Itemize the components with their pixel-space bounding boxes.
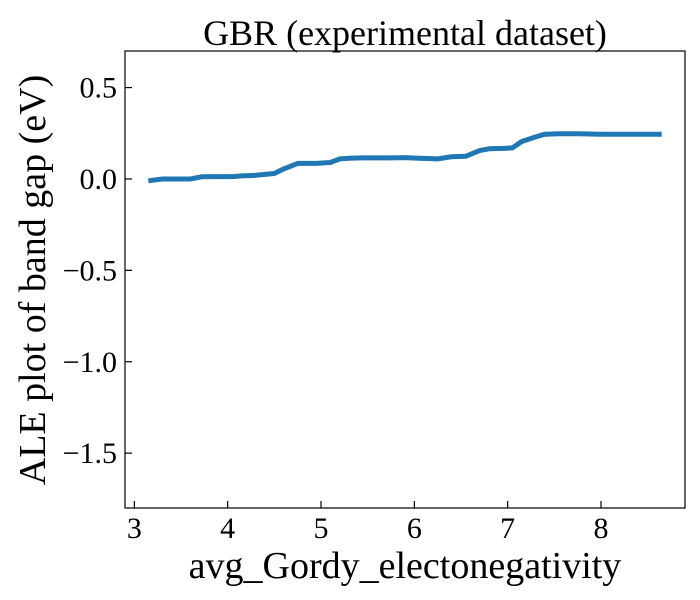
x-tick-label: 6 bbox=[407, 512, 422, 545]
series-line bbox=[147, 131, 662, 184]
x-axis-ticks: 3 4 5 6 7 8 bbox=[127, 501, 609, 545]
y-tick-label: 0.5 bbox=[80, 72, 118, 105]
x-tick-label: 8 bbox=[594, 512, 609, 545]
y-tick-label: −0.5 bbox=[63, 254, 117, 287]
x-tick-label: 4 bbox=[220, 512, 235, 545]
chart-title: GBR (experimental dataset) bbox=[203, 13, 607, 53]
y-tick-label: −1.5 bbox=[63, 437, 117, 470]
y-tick-label: 0.0 bbox=[80, 163, 118, 196]
x-axis-label: avg_Gordy_electonegativity bbox=[189, 545, 622, 587]
plot-frame bbox=[124, 50, 686, 509]
x-tick-label: 7 bbox=[500, 512, 515, 545]
y-axis-ticks: 0.5 0.0 −0.5 −1.0 −1.5 bbox=[63, 72, 132, 470]
y-axis-label: ALE plot of band gap (eV) bbox=[12, 75, 54, 486]
y-tick-label: −1.0 bbox=[63, 346, 117, 379]
x-tick-label: 5 bbox=[314, 512, 329, 545]
x-tick-label: 3 bbox=[127, 512, 142, 545]
